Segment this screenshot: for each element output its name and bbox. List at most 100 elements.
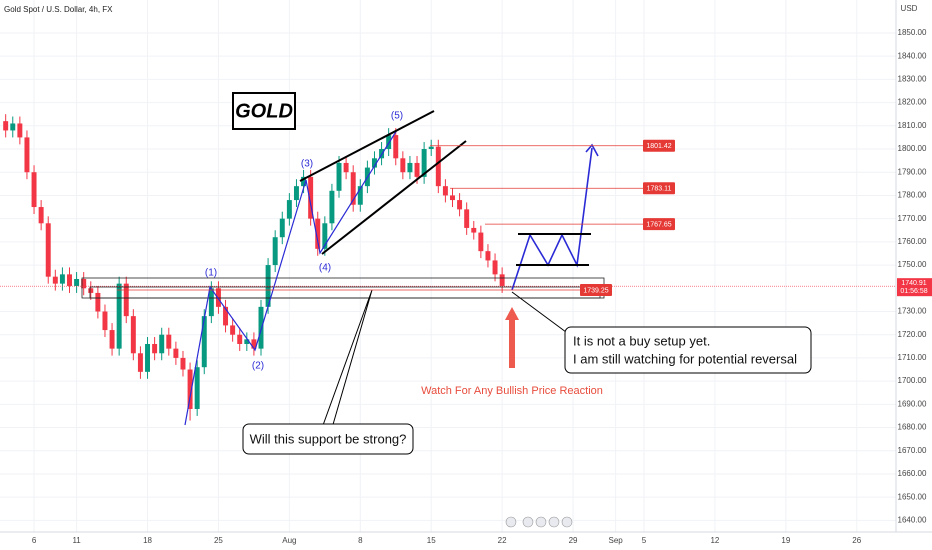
x-tick-label: 15 [427,536,436,545]
label-box [232,92,296,130]
candle-body [435,146,441,187]
candle-body [286,200,292,219]
candle-body [194,367,200,409]
axes: 1640.00 1650.00 1660.00 1670.00 1680.00 1690.… [32,28,932,545]
candle-body [301,176,307,187]
candle-body [130,316,136,354]
last-price-box [897,278,932,297]
level-box [643,182,675,195]
callout-text: I am still watching for potential revers… [573,351,797,366]
y-tick-label: 1770.00 [898,214,927,223]
currency: USD [901,4,918,13]
y-tick-label: 1850.00 [898,28,927,37]
callout-box [242,423,414,455]
candle-body [464,209,470,228]
candle-body [102,311,108,331]
last-price: 1740.91 [901,280,926,287]
level-label: 1801.42 [646,143,671,150]
candle-body [293,186,299,201]
x-tick-label: 8 [358,536,363,545]
wave-label: (4) [319,263,331,274]
wave-label: (5) [391,111,403,122]
candle-body [499,274,505,286]
callout-text: It is not a buy setup yet. [573,333,710,348]
candle-body [357,186,363,205]
candle-body [350,172,356,205]
candle-body [343,162,349,173]
y-tick-label: 1680.00 [898,423,927,432]
candle-body [166,334,172,349]
level-box [643,218,675,231]
trendline [299,110,435,182]
candle-body [180,357,186,370]
candle-body [173,348,179,358]
y-tick-label: 1820.00 [898,98,927,107]
candle-body [17,123,23,138]
y-tick-label: 1660.00 [898,469,927,478]
y-tick-label: 1800.00 [898,144,927,153]
candle-body [478,232,484,252]
candle-body [116,283,122,349]
y-tick-label: 1840.00 [898,51,927,60]
candle-body [123,283,129,317]
y-tick-label: 1690.00 [898,399,927,408]
candle-body [400,158,406,173]
candle-body [201,316,207,368]
candle-body [308,176,314,219]
y-tick-label: 1810.00 [898,121,927,130]
callout-box [564,326,812,374]
projection-arrow [585,143,599,157]
wave-label: (2) [252,361,264,372]
x-tick-label: 19 [781,536,790,545]
level-box [643,139,675,152]
candle-body [457,200,463,210]
candle-body [230,325,236,335]
candle-body [279,218,285,238]
y-tick-label: 1670.00 [898,446,927,455]
y-tick-label: 1700.00 [898,376,927,385]
grid [0,0,896,532]
y-tick-label: 1750.00 [898,260,927,269]
x-tick-label: 22 [498,536,507,545]
candle-body [371,158,377,168]
candle-body [152,343,158,354]
candle-body [74,278,80,286]
level-label: 1739.25 [583,287,608,294]
candle-body [88,288,94,293]
trendline [321,140,467,255]
candle-body [492,260,498,275]
candle-body [386,135,392,150]
candle-body [52,276,58,284]
x-tick-label: 18 [143,536,152,545]
candle-body [336,162,342,191]
level-label: 1767.65 [646,221,671,228]
candle-body [272,237,278,266]
candle-body [322,223,328,249]
x-tick-label: 11 [72,536,81,545]
countdown: 01:56:58 [900,288,927,295]
candle-body [45,223,51,277]
x-tick-label: 26 [852,536,861,545]
candle-body [59,274,65,284]
arrow-note: Watch For Any Bullish Price Reaction [421,385,603,397]
y-tick-label: 1790.00 [898,167,927,176]
y-tick-label: 1710.00 [898,353,927,362]
x-tick-label: 29 [569,536,578,545]
y-tick-label: 1760.00 [898,237,927,246]
candle-body [223,306,229,326]
candle-body [208,288,214,317]
candle-body [159,334,165,354]
candle-body [414,162,420,177]
candle-body [471,227,477,233]
x-tick-label: 12 [710,536,719,545]
candles [3,114,505,421]
candle-body [442,186,448,196]
label-box-text: GOLD [235,100,293,122]
x-tick-label: Sep [608,536,623,545]
y-tick-label: 1720.00 [898,330,927,339]
candle-body [10,123,16,131]
x-tick-label: 6 [32,536,37,545]
candle-body [215,288,221,307]
y-tick-label: 1830.00 [898,74,927,83]
candle-body [31,172,37,208]
